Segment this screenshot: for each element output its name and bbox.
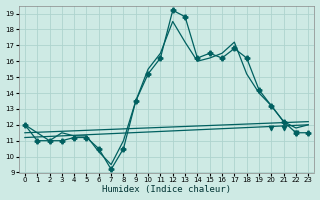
X-axis label: Humidex (Indice chaleur): Humidex (Indice chaleur)	[102, 185, 231, 194]
